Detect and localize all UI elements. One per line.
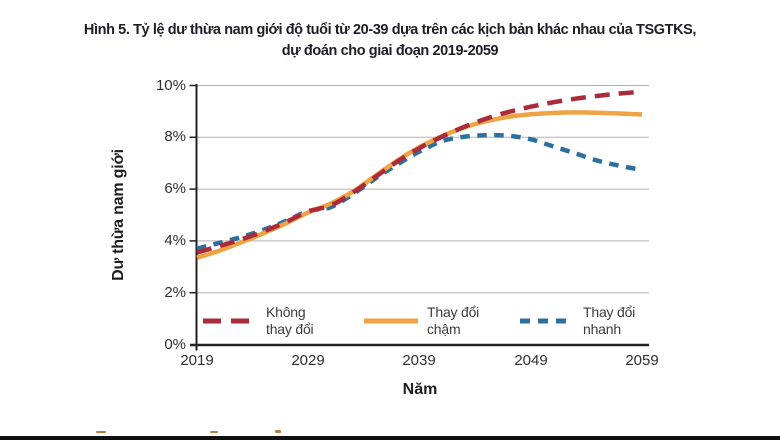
legend-label-khong-thay-doi: Không thay đổi <box>266 303 314 338</box>
cut-text-artifact <box>96 431 106 433</box>
cut-text-artifact <box>275 430 281 433</box>
legend-item-thay-doi-cham: Thay đổi chậm <box>364 302 479 340</box>
legend-label-thay-doi-cham: Thay đổi chậm <box>427 303 480 338</box>
legend-swatch-dashed-blue-icon <box>520 318 574 324</box>
y-tick-label-0: 0% <box>164 335 186 353</box>
x-tick-label-2029: 2029 <box>291 352 325 369</box>
cut-text-artifact <box>210 431 218 433</box>
x-axis-title: Năm <box>402 381 438 398</box>
series-line-1-solid <box>196 110 643 260</box>
x-tick-label-2049: 2049 <box>514 352 548 369</box>
figure-title-line1: Hình 5. Tỷ lệ dư thừa nam giới độ tuổi t… <box>83 22 697 38</box>
y-tick-label-6: 6% <box>164 180 186 198</box>
legend-item-thay-doi-nhanh: Thay đổi nhanh <box>520 302 635 340</box>
x-tick-label-2019: 2019 <box>180 352 214 369</box>
x-tick-label-2039: 2039 <box>402 352 436 369</box>
figure-title: Hình 5. Tỷ lệ dư thừa nam giới độ tuổi t… <box>0 20 780 62</box>
legend-label-thay-doi-nhanh: Thay đổi nhanh <box>583 303 636 338</box>
legend-swatch-dashed-red-icon <box>203 318 257 324</box>
legend-item-khong-thay-doi: Không thay đổi <box>203 302 314 340</box>
legend: Không thay đổi Thay đổi chậm Thay đổi nh… <box>0 302 780 342</box>
y-tick-label-10: 10% <box>155 76 186 94</box>
legend-swatch-solid-orange-icon <box>364 318 418 324</box>
series-line-0-dashed-long <box>196 89 643 255</box>
bottom-crop-bar <box>0 436 780 440</box>
x-tick-label-2059: 2059 <box>625 352 659 369</box>
y-tick-label-8: 8% <box>164 128 186 146</box>
figure-title-line2: dự đoán cho giai đoạn 2019-2059 <box>281 43 499 59</box>
y-tick-label-4: 4% <box>164 231 186 249</box>
y-tick-label-2: 2% <box>164 283 186 301</box>
